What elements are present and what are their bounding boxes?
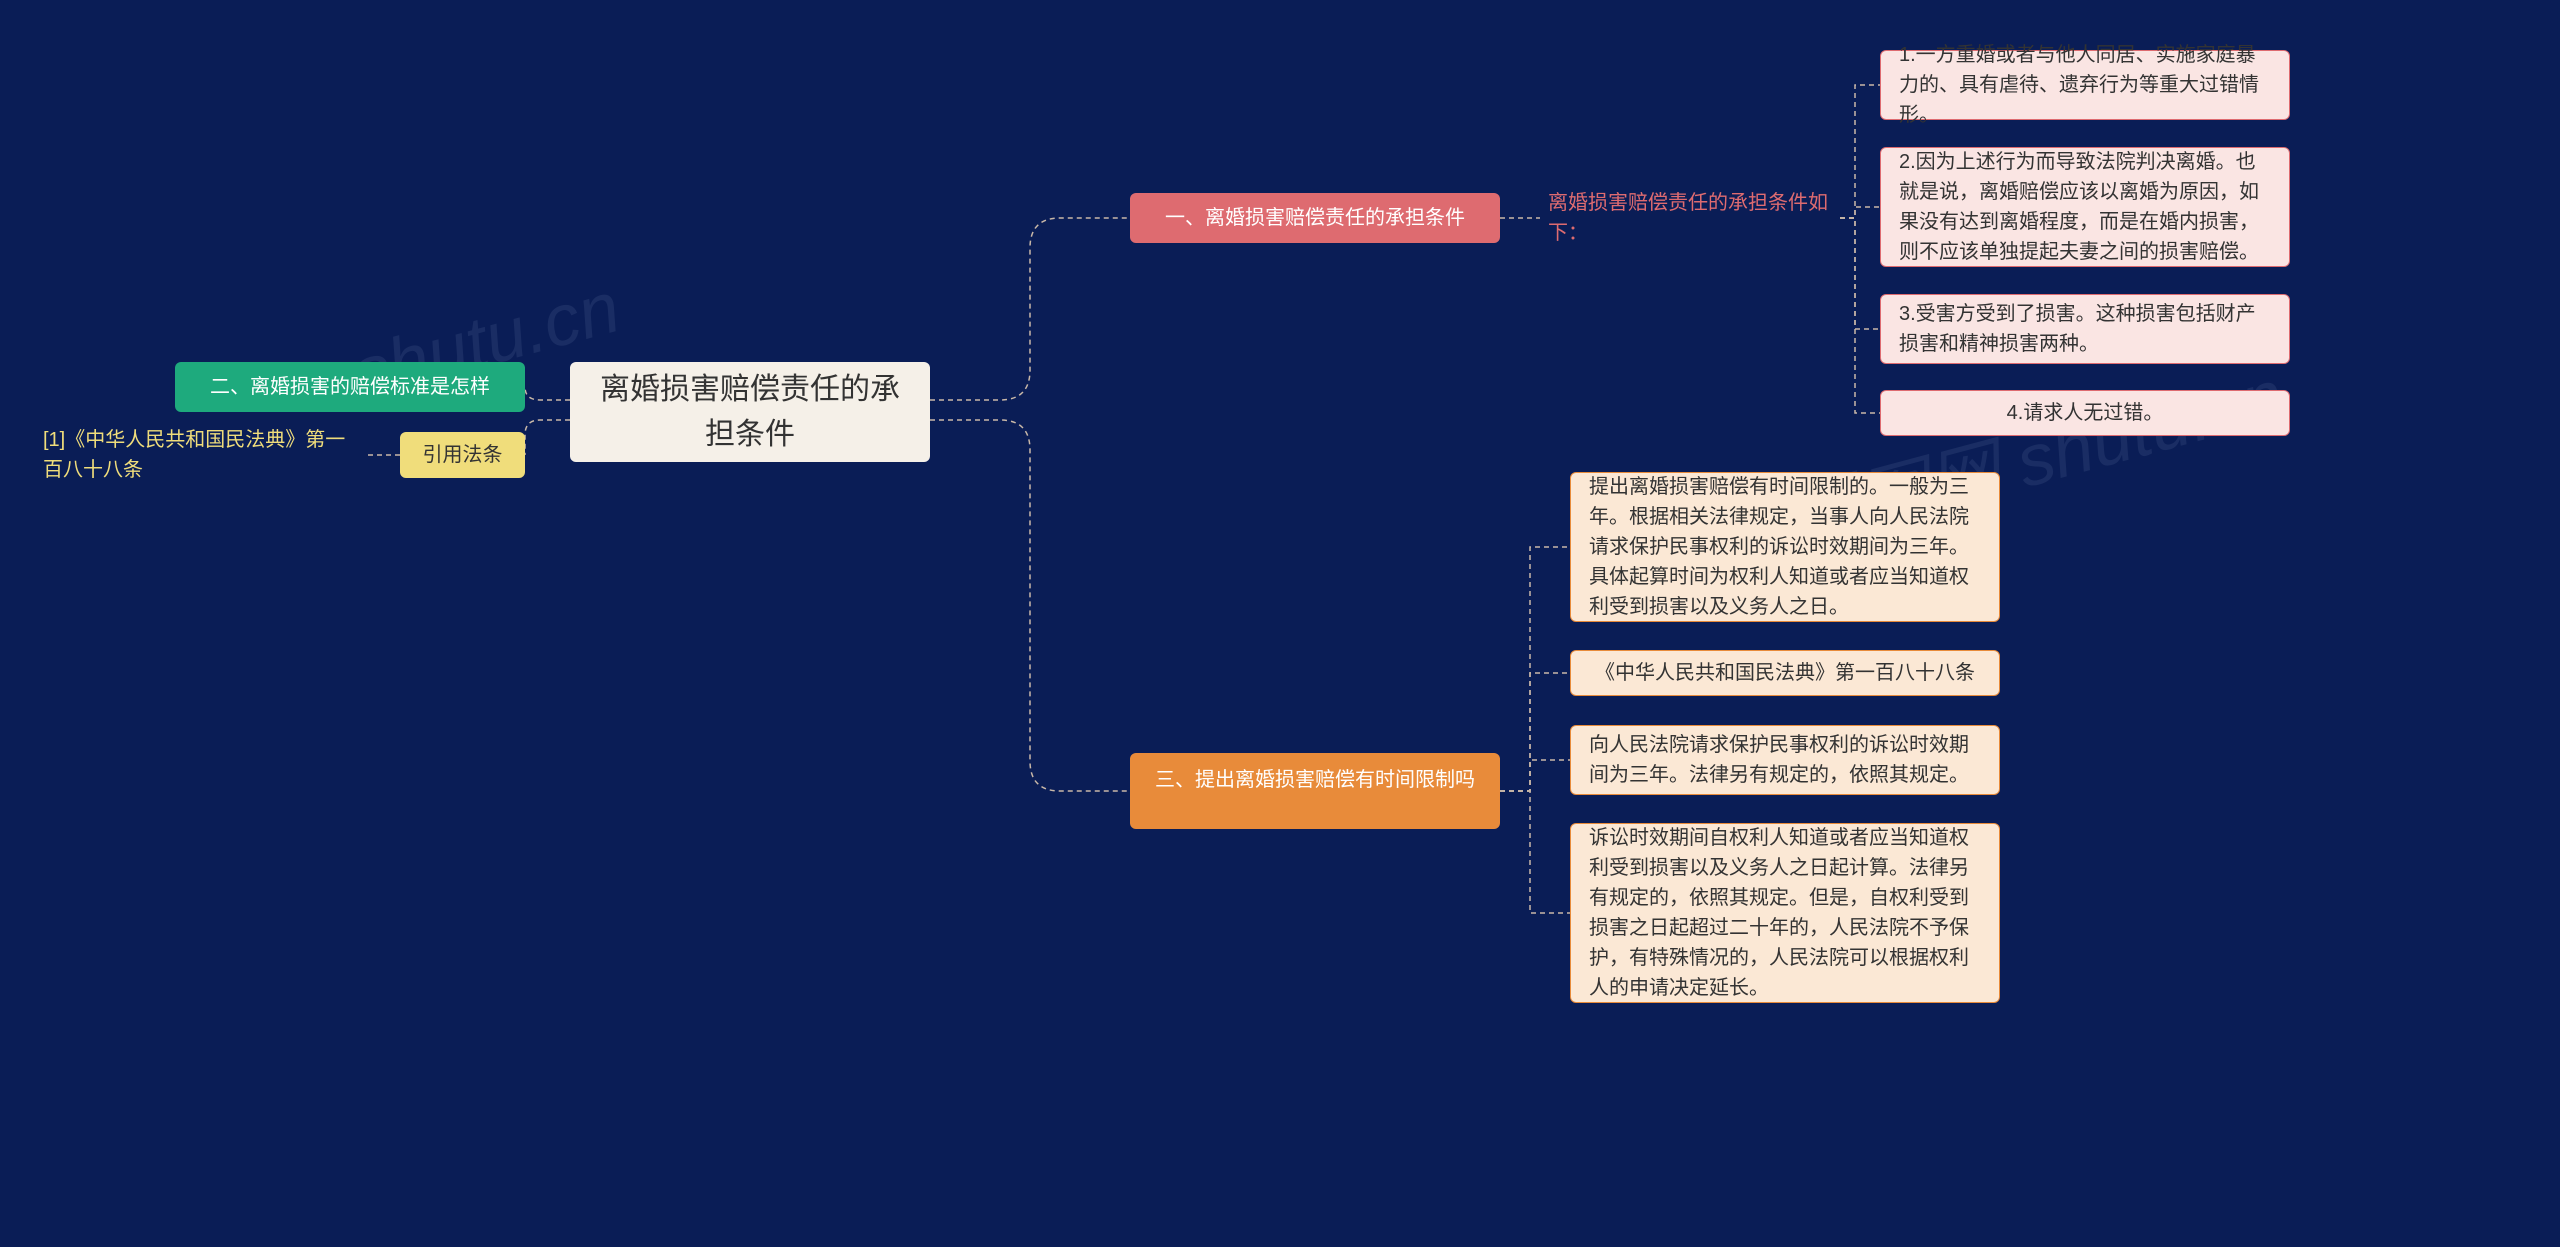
branch-2-title: 二、离婚损害的赔偿标准是怎样: [175, 362, 525, 412]
branch-3-item-4-text: 诉讼时效期间自权利人知道或者应当知道权利受到损害以及义务人之日起计算。法律另有规…: [1589, 823, 1981, 1003]
branch-3-item-3: 向人民法院请求保护民事权利的诉讼时效期间为三年。法律另有规定的，依照其规定。: [1570, 725, 2000, 795]
branch-1-item-3-text: 3.受害方受到了损害。这种损害包括财产损害和精神损害两种。: [1899, 299, 2271, 359]
branch-3-item-4: 诉讼时效期间自权利人知道或者应当知道权利受到损害以及义务人之日起计算。法律另有规…: [1570, 823, 2000, 1003]
branch-1-sub-text: 离婚损害赔偿责任的承担条件如下：: [1548, 188, 1832, 248]
branch-4-sub: [1]《中华人民共和国民法典》第一百八十八条: [35, 428, 365, 482]
branch-1-item-3: 3.受害方受到了损害。这种损害包括财产损害和精神损害两种。: [1880, 294, 2290, 364]
branch-3-item-3-text: 向人民法院请求保护民事权利的诉讼时效期间为三年。法律另有规定的，依照其规定。: [1589, 730, 1981, 790]
branch-1-item-4: 4.请求人无过错。: [1880, 390, 2290, 436]
branch-1-title: 一、离婚损害赔偿责任的承担条件: [1130, 193, 1500, 243]
branch-1-title-text: 一、离婚损害赔偿责任的承担条件: [1165, 203, 1465, 233]
branch-3-item-2: 《中华人民共和国民法典》第一百八十八条: [1570, 650, 2000, 696]
branch-1-item-2-text: 2.因为上述行为而导致法院判决离婚。也就是说，离婚赔偿应该以离婚为原因，如果没有…: [1899, 147, 2271, 267]
branch-1-sub: 离婚损害赔偿责任的承担条件如下：: [1540, 203, 1840, 233]
branch-3-item-2-text: 《中华人民共和国民法典》第一百八十八条: [1595, 658, 1975, 688]
branch-1-item-4-text: 4.请求人无过错。: [2007, 398, 2164, 428]
branch-3-item-1: 提出离婚损害赔偿有时间限制的。一般为三年。根据相关法律规定，当事人向人民法院请求…: [1570, 472, 2000, 622]
branch-2-title-text: 二、离婚损害的赔偿标准是怎样: [210, 372, 490, 402]
center-node: 离婚损害赔偿责任的承担条件: [570, 362, 930, 462]
branch-1-item-2: 2.因为上述行为而导致法院判决离婚。也就是说，离婚赔偿应该以离婚为原因，如果没有…: [1880, 147, 2290, 267]
branch-3-item-1-text: 提出离婚损害赔偿有时间限制的。一般为三年。根据相关法律规定，当事人向人民法院请求…: [1589, 472, 1981, 622]
branch-4-title: 引用法条: [400, 432, 525, 478]
branch-4-sub-text: [1]《中华人民共和国民法典》第一百八十八条: [43, 425, 357, 485]
center-text: 离婚损害赔偿责任的承担条件: [600, 367, 900, 457]
branch-1-item-1-text: 1.一方重婚或者与他人同居、实施家庭暴力的、具有虐待、遗弃行为等重大过错情形。: [1899, 40, 2271, 130]
branch-3-title-text: 三、提出离婚损害赔偿有时间限制吗: [1155, 765, 1475, 795]
branch-4-title-text: 引用法条: [423, 440, 503, 470]
branch-1-item-1: 1.一方重婚或者与他人同居、实施家庭暴力的、具有虐待、遗弃行为等重大过错情形。: [1880, 50, 2290, 120]
branch-3-title: 三、提出离婚损害赔偿有时间限制吗: [1130, 753, 1500, 829]
